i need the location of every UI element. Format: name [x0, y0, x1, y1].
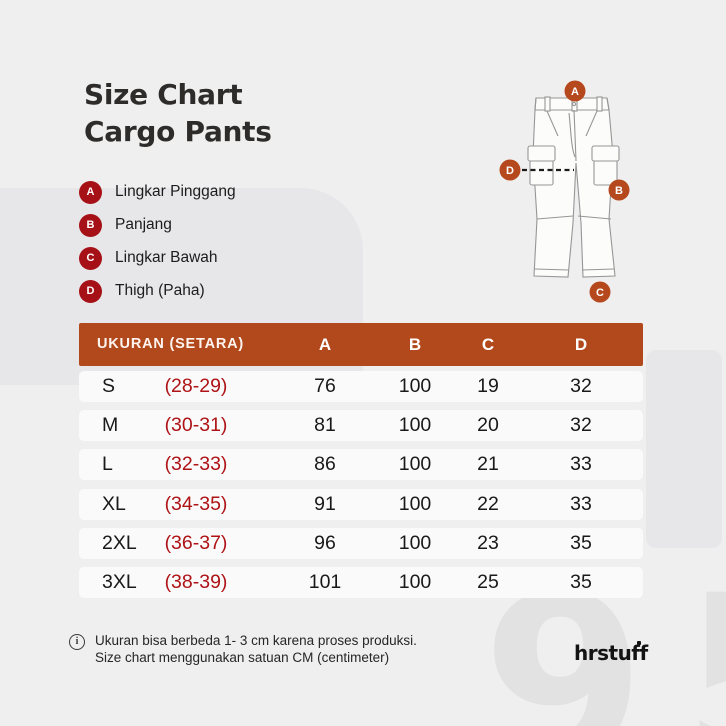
marker-c-label: C: [596, 287, 604, 299]
table-row-l: L (32-33) 86 100 21 33: [79, 449, 643, 480]
marker-b: B: [608, 179, 630, 201]
production-note-line1: Ukuran bisa berbeda 1- 3 cm karena prose…: [95, 633, 417, 648]
legend-item-c: C Lingkar Bawah: [79, 246, 218, 270]
size-range: (38-39): [164, 571, 228, 593]
size-range: (36-37): [164, 532, 228, 554]
right-background-panel: [646, 350, 722, 548]
value-b: 100: [398, 453, 432, 475]
marker-b-label: B: [615, 185, 623, 197]
marker-a: A: [564, 80, 586, 102]
marker-c: C: [589, 281, 611, 303]
legend-label-d: Thigh (Paha): [115, 282, 205, 299]
table-row-3xl: 3XL (38-39) 101 100 25 35: [79, 567, 643, 598]
table-row-m: M (30-31) 81 100 20 32: [79, 410, 643, 441]
value-c: 23: [477, 532, 499, 554]
size-label: XL: [102, 493, 126, 515]
value-c: 19: [477, 375, 499, 397]
size-range: (32-33): [164, 453, 228, 475]
value-d: 35: [570, 571, 592, 593]
value-b: 100: [398, 571, 432, 593]
legend-marker-c-icon: C: [79, 246, 102, 270]
table-row-2xl: 2XL (36-37) 96 100 23 35: [79, 528, 643, 559]
brand-logo: hrstuff: [574, 641, 648, 665]
col-head-c: C: [481, 335, 495, 354]
page-title-line2: Cargo Pants: [84, 115, 272, 148]
size-label: M: [102, 414, 119, 436]
col-head-b: B: [408, 335, 422, 354]
legend-item-b: B Panjang: [79, 213, 172, 237]
legend-item-a: A Lingkar Pinggang: [79, 180, 236, 204]
table-header: UKURAN (SETARA) A B C D: [79, 323, 643, 366]
legend-marker-d-icon: D: [79, 279, 102, 303]
value-b: 100: [398, 414, 432, 436]
size-range: (30-31): [164, 414, 228, 436]
value-d: 35: [570, 532, 592, 554]
size-range: (34-35): [164, 493, 228, 515]
value-a: 86: [314, 453, 336, 475]
legend-label-b: Panjang: [115, 216, 172, 233]
value-c: 25: [477, 571, 499, 593]
value-a: 101: [308, 571, 342, 593]
size-label: S: [102, 375, 116, 397]
marker-d-label: D: [506, 165, 514, 177]
size-label: 3XL: [102, 571, 137, 593]
cargo-pants-diagram: A D B C: [499, 80, 630, 303]
page-title: Size Chart Cargo Pants: [84, 76, 272, 150]
value-a: 91: [314, 493, 336, 515]
marker-a-label: A: [571, 86, 579, 98]
legend-item-d: D Thigh (Paha): [79, 279, 205, 303]
production-note: Ukuran bisa berbeda 1- 3 cm karena prose…: [95, 633, 417, 666]
info-icon: i: [69, 634, 85, 650]
value-d: 32: [570, 414, 592, 436]
col-head-a: A: [318, 335, 332, 354]
value-c: 21: [477, 453, 499, 475]
size-label: L: [102, 453, 113, 475]
production-note-line2: Size chart menggunakan satuan CM (centim…: [95, 649, 390, 665]
size-range: (28-29): [164, 375, 228, 397]
value-d: 32: [570, 375, 592, 397]
page-title-line1: Size Chart: [84, 78, 243, 111]
table-row-s: S (28-29) 76 100 19 32: [79, 371, 643, 402]
table-row-xl: XL (34-35) 91 100 22 33: [79, 489, 643, 520]
col-head-d: D: [574, 335, 588, 354]
value-c: 20: [477, 414, 499, 436]
legend-marker-a-icon: A: [79, 180, 102, 204]
brand-logo-dot: [637, 641, 641, 645]
legend-label-c: Lingkar Bawah: [115, 249, 218, 266]
size-label: 2XL: [102, 532, 137, 554]
value-d: 33: [570, 453, 592, 475]
value-a: 76: [314, 375, 336, 397]
marker-d: D: [499, 159, 521, 181]
value-b: 100: [398, 532, 432, 554]
table-header-ukuran: UKURAN (SETARA): [97, 336, 245, 352]
pants-outline: [532, 97, 616, 278]
value-a: 96: [314, 532, 336, 554]
legend-label-a: Lingkar Pinggang: [115, 183, 236, 200]
value-b: 100: [398, 375, 432, 397]
value-b: 100: [398, 493, 432, 515]
value-c: 22: [477, 493, 499, 515]
legend-marker-b-icon: B: [79, 213, 102, 237]
value-d: 33: [570, 493, 592, 515]
value-a: 81: [314, 414, 336, 436]
